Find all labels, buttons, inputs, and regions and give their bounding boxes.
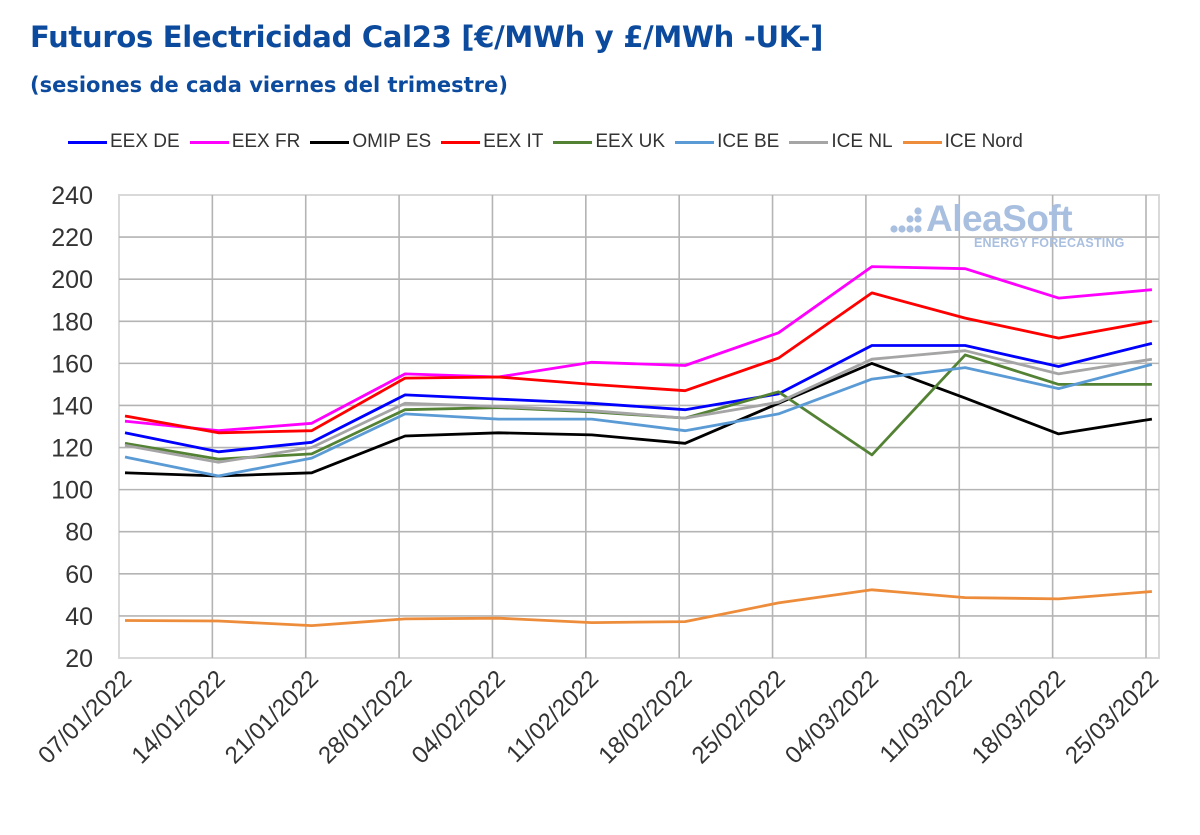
plot-area-border xyxy=(118,194,1160,659)
y-tick-label: 220 xyxy=(51,224,93,252)
chart-legend: EEX DE EEX FR OMIP ES EEX IT EEX UK ICE BE ICE… xyxy=(68,131,1033,153)
x-tick-label: 14/01/2022 xyxy=(127,665,231,769)
y-tick-label: 200 xyxy=(51,266,93,294)
legend-swatch-ice-nl xyxy=(789,140,829,144)
series-line-ice-nl xyxy=(124,349,1153,464)
y-tick-label: 180 xyxy=(51,308,93,336)
x-tick-label: 25/03/2022 xyxy=(1060,665,1164,769)
legend-item-omip-es: OMIP ES xyxy=(310,131,431,153)
y-tick-label: 100 xyxy=(51,477,93,505)
x-tick-label: 21/01/2022 xyxy=(220,665,324,769)
legend-item-eex-it: EEX IT xyxy=(441,131,543,153)
series-line-eex-fr xyxy=(124,265,1153,433)
legend-label: EEX DE xyxy=(110,131,180,152)
legend-item-eex-de: EEX DE xyxy=(68,131,180,153)
x-axis-ticks: 07/01/202214/01/202221/01/202228/01/2022… xyxy=(33,665,1164,769)
legend-swatch-ice-be xyxy=(675,140,715,144)
legend-swatch-eex-uk xyxy=(553,140,593,144)
y-tick-label: 60 xyxy=(65,561,93,589)
x-tick-label: 18/03/2022 xyxy=(967,665,1071,769)
legend-item-eex-fr: EEX FR xyxy=(189,131,301,153)
legend-swatch-eex-it xyxy=(441,140,481,144)
y-tick-label: 80 xyxy=(65,519,93,547)
x-tick-label: 07/01/2022 xyxy=(33,665,137,769)
x-tick-label: 04/02/2022 xyxy=(407,665,511,769)
x-tick-label: 11/02/2022 xyxy=(501,665,604,768)
x-tick-label: 04/03/2022 xyxy=(780,665,884,769)
legend-swatch-omip-es xyxy=(310,140,350,144)
y-tick-label: 140 xyxy=(51,392,93,420)
legend-label: OMIP ES xyxy=(352,131,432,152)
legend-swatch-ice-nord xyxy=(902,140,942,144)
series-line-omip-es xyxy=(124,361,1153,478)
legend-item-eex-uk: EEX UK xyxy=(553,131,665,153)
y-tick-label: 120 xyxy=(51,435,93,463)
chart-subtitle: (sesiones de cada viernes del trimestre) xyxy=(30,73,508,97)
series-line-eex-de xyxy=(124,342,1153,454)
legend-label: ICE NL xyxy=(831,131,893,152)
legend-label: EEX FR xyxy=(231,131,301,152)
legend-label: EEX IT xyxy=(483,131,544,152)
legend-label: ICE BE xyxy=(717,131,780,152)
series-line-ice-be xyxy=(124,363,1153,478)
x-tick-label: 11/03/2022 xyxy=(875,665,978,768)
y-axis-ticks: 20 40 60 80 100 120 140 160 180 200 220 240 xyxy=(51,182,93,673)
legend-swatch-eex-de xyxy=(68,140,107,144)
y-tick-label: 240 xyxy=(51,182,93,210)
legend-label: EEX UK xyxy=(595,131,666,152)
x-tick-label: 25/02/2022 xyxy=(687,665,791,769)
legend-label: ICE Nord xyxy=(944,131,1023,152)
series-line-ice-nord xyxy=(124,588,1153,627)
legend-item-ice-nord: ICE Nord xyxy=(902,131,1023,153)
legend-swatch-eex-fr xyxy=(189,140,229,144)
y-tick-label: 160 xyxy=(51,350,93,378)
chart-title: Futuros Electricidad Cal23 [€/MWh y £/MW… xyxy=(30,20,824,54)
series-lines xyxy=(124,265,1153,627)
legend-item-ice-be: ICE BE xyxy=(675,131,779,153)
y-tick-label: 20 xyxy=(65,645,93,673)
x-tick-label: 28/01/2022 xyxy=(313,665,417,769)
y-tick-label: 40 xyxy=(65,603,93,631)
x-tick-label: 18/02/2022 xyxy=(593,665,697,769)
series-line-eex-it xyxy=(124,291,1153,435)
legend-item-ice-nl: ICE NL xyxy=(789,131,893,153)
